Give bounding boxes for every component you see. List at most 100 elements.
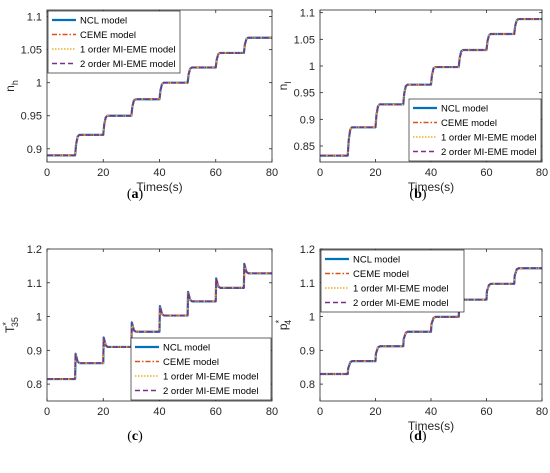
- chart-panel-b: 0 20 40 60 80 0.85 0.9 0.95 1 1.05 1.1 Times(s) nl NC…: [276, 8, 548, 202]
- series-line-3: [320, 267, 542, 375]
- y-tick-label: 0.8: [27, 379, 42, 391]
- y-tick-label: 1.1: [27, 12, 42, 24]
- y-tick-label: 1.1: [27, 278, 42, 290]
- x-tick-label: 20: [97, 406, 109, 418]
- series-group: [320, 17, 542, 157]
- y-tick-label: 1.2: [27, 244, 42, 256]
- series-line-3: [47, 263, 272, 380]
- x-tick-label: 60: [210, 406, 222, 418]
- x-axis-label: Times(s): [408, 419, 454, 433]
- y-tick-label: 0.9: [27, 144, 42, 156]
- x-axis-label: Times(s): [136, 180, 182, 194]
- x-tick-label: 40: [153, 167, 165, 179]
- y-tick-label: 0.8: [300, 379, 315, 391]
- panel-tag-letter: a: [132, 187, 139, 202]
- y-tick-label: 0.9: [300, 345, 315, 357]
- y-axis-label-sub: 35: [10, 317, 20, 327]
- panel-tag-letter: d: [414, 429, 422, 444]
- legend-box: [47, 10, 181, 74]
- panel-tag: (c): [127, 429, 143, 444]
- panel-tag-letter: b: [414, 187, 422, 202]
- panel-tag-close: ): [139, 187, 144, 202]
- series-line-4: [320, 18, 542, 157]
- legend-box: [408, 98, 542, 162]
- legend-label-3: 1 order MI-EME model: [441, 133, 537, 144]
- y-tick-label: 1.05: [21, 45, 42, 57]
- legend-label-1: NCL model: [441, 104, 488, 115]
- x-tick-label: 60: [210, 167, 222, 179]
- x-tick-label: 80: [266, 406, 278, 418]
- legend-label-3: 1 order MI-EME model: [353, 284, 449, 295]
- legend: NCL model CEME model 1 order MI-EME model 2…: [130, 337, 272, 401]
- y-axis-label-base: T: [3, 325, 17, 333]
- y-tick-label: 0.9: [300, 114, 315, 126]
- x-tick-label: 40: [425, 406, 437, 418]
- x-tick-label: 40: [425, 167, 437, 179]
- y-tick-label: 0.95: [21, 111, 42, 123]
- y-axis-label-sub: l: [283, 82, 293, 84]
- y-axis-label: nl: [276, 82, 293, 91]
- x-tick-label: 80: [536, 406, 548, 418]
- x-tick-label: 80: [266, 167, 278, 179]
- y-axis-label-sub: h: [10, 80, 20, 85]
- panel-tag-open: (: [409, 187, 414, 202]
- legend-label-1: NCL model: [353, 255, 400, 266]
- legend-label-2: CEME model: [163, 357, 219, 368]
- panel-tag: (b): [409, 187, 426, 202]
- series-line-4: [47, 37, 272, 157]
- y-tick-label: 1.1: [300, 8, 315, 20]
- series-group: [47, 262, 272, 381]
- x-axis-label: Times(s): [408, 180, 454, 194]
- y-tick-label: 1.2: [300, 244, 315, 256]
- y-tick-label: 1.1: [300, 278, 315, 290]
- legend-label-4: 2 order MI-EME model: [163, 386, 259, 397]
- x-tick-label: 0: [44, 406, 50, 418]
- y-axis-label-base: p: [276, 323, 290, 330]
- y-axis-label: T*35: [1, 317, 20, 333]
- chart-panel-a: 0 20 40 60 80 0.9 0.95 1 1.05 1.1 Times(s) nh NCL mo…: [3, 9, 278, 202]
- legend-label-2: CEME model: [80, 30, 136, 41]
- panel-tag-close: ): [422, 187, 427, 202]
- x-tick-label: 0: [317, 406, 323, 418]
- y-tick-label: 0.95: [294, 88, 315, 100]
- legend-label-2: CEME model: [441, 118, 497, 129]
- legend: NCL model CEME model 1 order MI-EME model 2…: [320, 249, 465, 313]
- y-tick-label: 0.85: [294, 141, 315, 153]
- series-group: [47, 36, 272, 157]
- y-tick-label: 0.9: [27, 345, 42, 357]
- y-axis-label-base: n: [3, 85, 17, 92]
- legend-label-3: 1 order MI-EME model: [163, 372, 259, 383]
- x-tick-label: 80: [536, 167, 548, 179]
- legend-label-3: 1 order MI-EME model: [80, 45, 176, 56]
- x-tick-label: 60: [480, 406, 492, 418]
- y-tick-label: 1.05: [294, 34, 315, 46]
- legend-box: [130, 337, 272, 401]
- x-tick-label: 20: [369, 167, 381, 179]
- legend-box: [320, 249, 465, 313]
- panel-tag-close: ): [422, 429, 427, 444]
- y-axis-label: p*4: [274, 319, 293, 330]
- legend: NCL model CEME model 1 order MI-EME model 2…: [408, 98, 542, 162]
- legend-label-2: CEME model: [353, 269, 409, 280]
- y-axis-label-base: n: [276, 84, 290, 91]
- legend: NCL model CEME model 1 order MI-EME model 2…: [47, 10, 181, 74]
- x-tick-label: 0: [317, 167, 323, 179]
- series-line-4: [47, 263, 272, 380]
- chart-panel-d: 0 20 40 60 80 0.8 0.9 1 1.1 1.2 Times(s) p*4 NCL mod…: [274, 244, 548, 444]
- legend-label-4: 2 order MI-EME model: [353, 298, 449, 309]
- y-axis-label: nh: [3, 80, 20, 92]
- x-tick-label: 20: [97, 167, 109, 179]
- panel-tag: (d): [409, 429, 426, 444]
- legend-label-1: NCL model: [80, 16, 127, 27]
- y-tick-label: 1: [36, 78, 42, 90]
- y-axis-label-sup: *: [274, 319, 284, 323]
- panel-tag-open: (: [409, 429, 414, 444]
- y-tick-label: 1: [36, 312, 42, 324]
- x-tick-label: 20: [369, 406, 381, 418]
- legend-label-1: NCL model: [163, 343, 210, 354]
- panel-tag: (a): [127, 187, 144, 202]
- y-tick-label: 1: [309, 61, 315, 73]
- y-tick-label: 1: [309, 312, 315, 324]
